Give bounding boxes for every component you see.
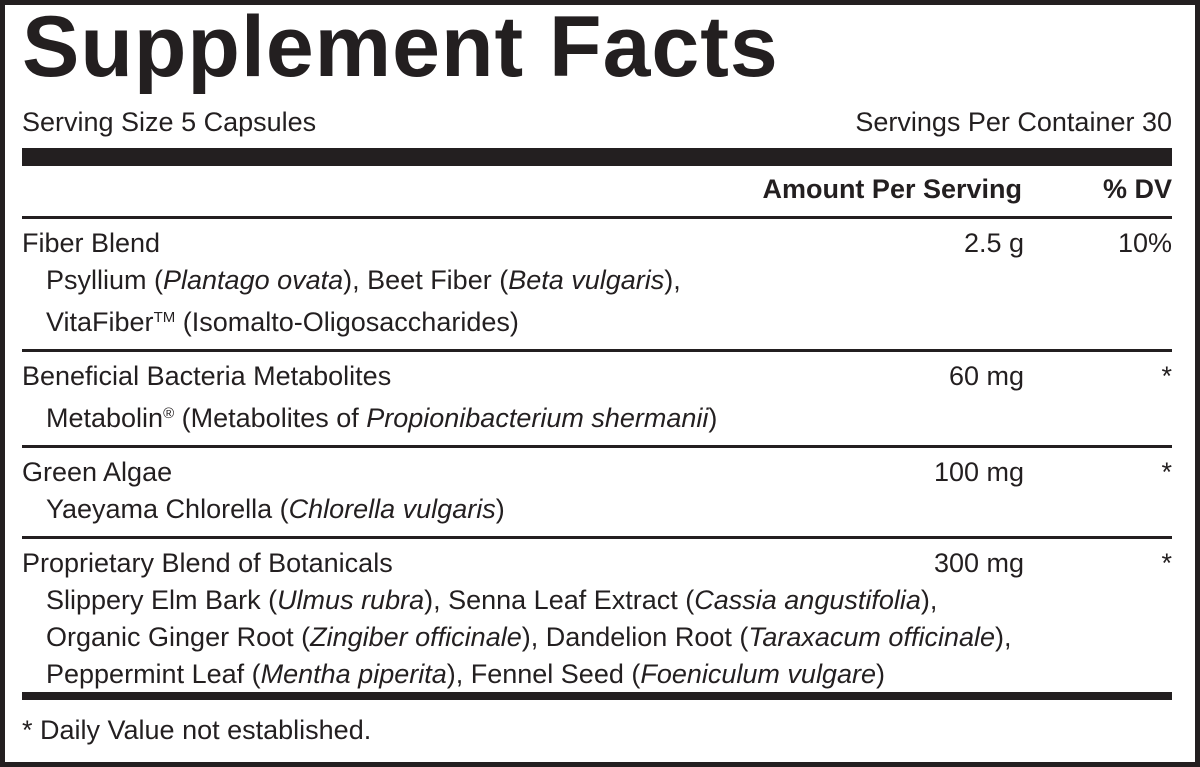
ingredient-amount: 300 mg [933,548,1024,578]
text-segment: Metabolin [46,403,164,433]
sub-ingredient-line: Slippery Elm Bark (Ulmus rubra), Senna L… [22,582,1172,619]
ingredient-amount: 100 mg [933,457,1024,487]
text-segment: ® [163,405,175,422]
text-segment: Organic Ginger Root ( [46,622,311,652]
text-segment: ) [495,494,505,524]
nutrient-table: Fiber Blend 2.5 g 10% Psyllium (Plantago ov… [22,216,1172,701]
table-row: Fiber Blend 2.5 g 10% Psyllium (Plantago ov… [22,216,1172,349]
sub-ingredient-line: Peppermint Leaf (Mentha piperita), Fenne… [22,656,1172,693]
table-row: Proprietary Blend of Botanicals 300 mg * Sl… [22,536,1172,701]
ingredient-name: Beneficial Bacteria Metabolites [22,361,392,391]
table-row: Green Algae 100 mg * Yaeyama Chlorella (Chl… [22,445,1172,536]
serving-size: Serving Size 5 Capsules [22,107,317,137]
text-segment: ), Senna Leaf Extract ( [424,585,695,615]
sub-ingredient-line: Metabolin® (Metabolites of Propionibacte… [22,395,1172,437]
text-segment: VitaFiber [46,307,154,337]
text-segment: ), [920,585,938,615]
amount-header: Amount Per Serving [762,174,1022,204]
text-segment: Zingiber officinale [310,622,522,652]
ingredient-line: Proprietary Blend of Botanicals 300 mg * [22,545,1172,582]
ingredient-name: Green Algae [22,457,173,487]
text-segment: Mentha piperita [260,659,447,689]
dv-header: % DV [1102,174,1172,204]
ingredient-line: Fiber Blend 2.5 g 10% [22,225,1172,262]
text-segment: Peppermint Leaf ( [46,659,261,689]
ingredient-name: Proprietary Blend of Botanicals [22,548,393,578]
text-segment: Slippery Elm Bark ( [46,585,278,615]
text-segment: ) [708,403,718,433]
text-segment: Psyllium ( [46,265,164,295]
ingredient-dv: * [1161,361,1172,391]
text-segment: Foeniculum vulgare [640,659,876,689]
ingredient-line: Green Algae 100 mg * [22,454,1172,491]
ingredient-dv: 10% [1117,228,1172,258]
sub-ingredient-line: Psyllium (Plantago ovata), Beet Fiber (B… [22,262,1172,299]
text-segment: ) [875,659,885,689]
sub-ingredient-line: Organic Ginger Root (Zingiber officinale… [22,619,1172,656]
sub-ingredient-line: Yaeyama Chlorella (Chlorella vulgaris) [22,491,1172,528]
ingredient-amount: 60 mg [948,361,1024,391]
text-segment: ), Beet Fiber ( [343,265,509,295]
ingredient-dv: * [1161,548,1172,578]
text-segment: ), Fennel Seed ( [446,659,641,689]
page-title: Supplement Facts [22,0,779,95]
text-segment: Beta vulgaris [508,265,665,295]
text-segment: TM [153,309,176,326]
text-segment: Ulmus rubra [277,585,425,615]
text-segment: Chlorella vulgaris [288,494,496,524]
text-segment: ), [664,265,681,295]
text-segment: Plantago ovata [163,265,344,295]
text-segment: (Metabolites of [174,403,367,433]
text-segment: Propionibacterium shermanii [366,403,709,433]
text-segment: ), Dandelion Root ( [521,622,749,652]
footnote: * Daily Value not established. [22,715,372,745]
ingredient-name: Fiber Blend [22,228,161,258]
text-segment: ), [995,622,1012,652]
sub-ingredient-line: VitaFiberTM (Isomalto-Oligosaccharides) [22,299,1172,341]
thick-divider [22,148,1172,166]
text-segment: Yaeyama Chlorella ( [46,494,289,524]
text-segment: Cassia angustifolia [694,585,921,615]
ingredient-amount: 2.5 g [963,228,1024,258]
ingredient-dv: * [1161,457,1172,487]
text-segment: Taraxacum officinale [748,622,995,652]
ingredient-line: Beneficial Bacteria Metabolites 60 mg * [22,358,1172,395]
bottom-thick-divider [22,692,1172,700]
table-row: Beneficial Bacteria Metabolites 60 mg * Met… [22,349,1172,445]
text-segment: (Isomalto-Oligosaccharides) [175,307,519,337]
servings-per-container: Servings Per Container 30 [855,107,1172,137]
